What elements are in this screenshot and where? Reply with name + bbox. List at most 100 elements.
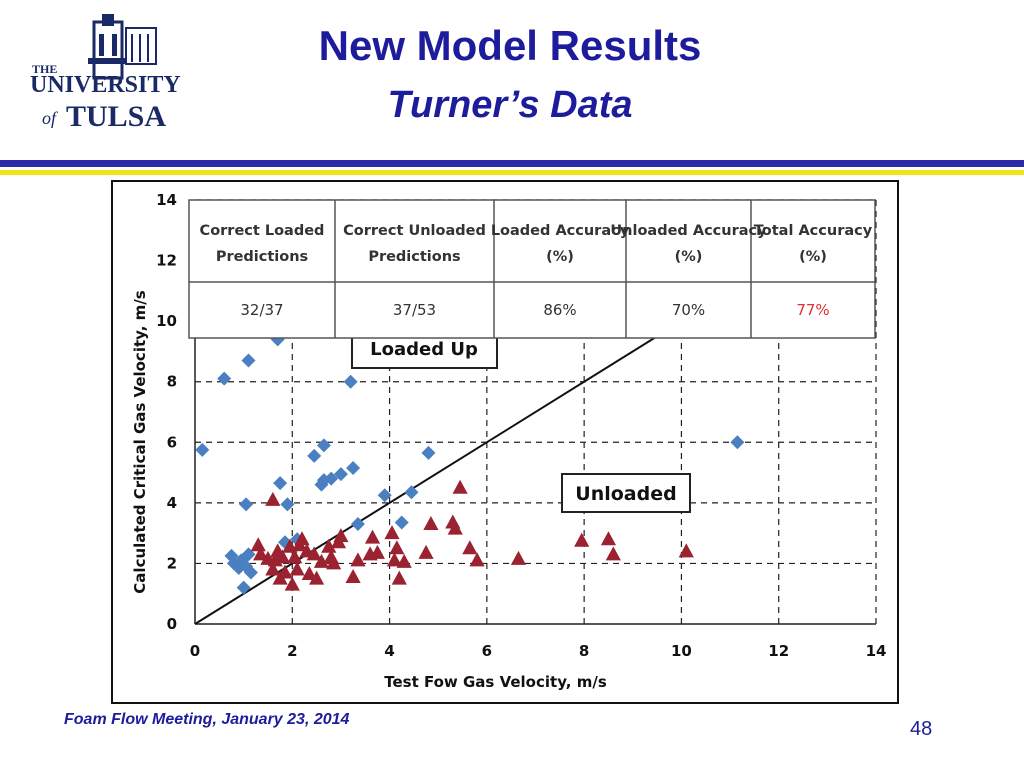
unloaded-data-point	[447, 520, 463, 535]
loaded-data-point	[236, 580, 251, 595]
x-tick-label: 12	[768, 642, 789, 660]
unloaded-data-point	[574, 532, 590, 547]
unloaded-data-point	[289, 561, 305, 576]
unloaded-data-point	[364, 529, 381, 544]
table-header-cell: Correct Loaded	[200, 223, 325, 239]
unloaded-data-point	[321, 538, 337, 553]
loaded-data-point	[241, 353, 256, 368]
header-rule-yellow	[0, 170, 1024, 175]
y-tick-label: 12	[156, 252, 177, 270]
loaded-data-point	[343, 374, 358, 389]
unloaded-data-point	[250, 537, 266, 552]
university-of-tulsa-logo: THE UNIVERSITY of TULSA	[28, 14, 188, 144]
slide-title: New Model Results	[318, 22, 702, 69]
unloaded-data-point	[462, 540, 478, 555]
loaded-data-point	[333, 467, 348, 482]
unloaded-data-point	[284, 576, 300, 591]
table-header-cell: Total Accuracy	[754, 223, 873, 239]
x-axis-label: Test Fow Gas Velocity, m/s	[384, 673, 607, 691]
unloaded-data-point	[678, 543, 694, 558]
table-value-cell: 37/53	[393, 301, 436, 319]
unloaded-data-point	[452, 479, 468, 494]
x-tick-label: 2	[287, 642, 297, 660]
y-tick-label: 6	[167, 433, 177, 451]
unloaded-data-point	[333, 528, 349, 543]
table-value-cell: 32/37	[240, 301, 283, 319]
table-header-cell: Correct Unloaded	[343, 223, 486, 239]
unloaded-annotation: Unloaded	[561, 473, 691, 513]
unloaded-data-point	[384, 525, 400, 540]
unloaded-data-point	[287, 549, 303, 564]
loaded-data-point	[394, 515, 409, 530]
y-tick-label: 8	[167, 373, 177, 391]
x-tick-label: 6	[482, 642, 492, 660]
loaded-data-point	[316, 438, 331, 453]
table-value-cell: 70%	[672, 301, 705, 319]
footer-text: Foam Flow Meeting, January 23, 2014	[64, 711, 350, 728]
logo-of: of	[42, 108, 57, 128]
x-tick-label: 10	[671, 642, 692, 660]
unloaded-data-point	[313, 553, 330, 568]
table-header-cell: Unloaded Accuracy	[610, 223, 767, 239]
unloaded-data-point	[605, 546, 621, 561]
x-tick-label: 14	[866, 642, 887, 660]
table-header-cell: Loaded Accuracy	[491, 223, 630, 239]
unloaded-data-point	[389, 540, 405, 555]
y-tick-label: 10	[156, 312, 177, 330]
page-number: 48	[910, 718, 933, 740]
unloaded-data-point	[265, 491, 281, 506]
loaded-data-point	[224, 548, 239, 563]
unloaded-data-point	[274, 549, 291, 564]
logo-the: THE	[32, 62, 58, 76]
y-tick-label: 0	[167, 615, 177, 633]
unloaded-data-point	[391, 570, 407, 585]
unloaded-data-point	[350, 552, 366, 567]
unloaded-data-point	[301, 566, 317, 581]
x-tick-label: 8	[579, 642, 589, 660]
table-header-cell: (%)	[799, 249, 827, 265]
table-value-cell: 86%	[543, 301, 576, 319]
unloaded-data-point	[386, 552, 403, 567]
loaded-data-point	[273, 476, 288, 491]
loaded-data-point	[377, 488, 392, 503]
table-header-cell: Predictions	[368, 249, 460, 265]
unloaded-data-point	[469, 552, 485, 567]
unloaded-data-point	[265, 561, 281, 576]
unloaded-data-point	[510, 550, 527, 565]
unloaded-data-point	[253, 546, 269, 561]
loaded-data-point	[280, 497, 295, 512]
unloaded-data-point	[326, 555, 342, 570]
loaded-data-point	[243, 565, 258, 580]
unloaded-data-point	[418, 544, 434, 559]
loaded-data-point	[307, 448, 322, 463]
table-header-cell: (%)	[675, 249, 703, 265]
university-building-icon	[88, 14, 157, 80]
scatter-chart: 0 2 4 6 8 10 12 14 0 2 4 6 8 10 12 14 Test Fow Gas Veloc…	[131, 191, 887, 691]
loaded-up-label: Loaded Up	[370, 339, 478, 360]
header-rule-blue	[0, 160, 1024, 167]
results-table: Correct Loaded Predictions Correct Unloade…	[188, 199, 876, 339]
unloaded-data-point	[294, 531, 310, 546]
unloaded-data-point	[306, 546, 322, 561]
loaded-data-point	[350, 517, 365, 532]
unloaded-data-point	[369, 544, 386, 559]
x-tick-label: 0	[190, 642, 200, 660]
unloaded-data-point	[423, 516, 439, 531]
logo-tulsa: TULSA	[66, 100, 167, 133]
unloaded-data-point	[600, 531, 617, 546]
table-header-cell: (%)	[546, 249, 574, 265]
loaded-data-point	[730, 435, 745, 450]
slide-subtitle: Turner’s Data	[387, 84, 633, 126]
loaded-data-point	[421, 445, 436, 460]
y-axis-label: Calculated Critical Gas Velocity, m/s	[131, 290, 149, 593]
unloaded-label: Unloaded	[575, 483, 676, 505]
unloaded-data-point	[396, 553, 412, 568]
logo-university: UNIVERSITY	[30, 72, 181, 98]
y-tick-label: 14	[156, 191, 177, 209]
y-tick-label: 4	[167, 494, 177, 512]
loaded-data-point	[346, 461, 361, 476]
unloaded-data-point	[309, 570, 325, 585]
loaded-data-point	[195, 442, 210, 457]
loaded-data-point	[239, 497, 254, 512]
x-tick-label: 4	[384, 642, 394, 660]
